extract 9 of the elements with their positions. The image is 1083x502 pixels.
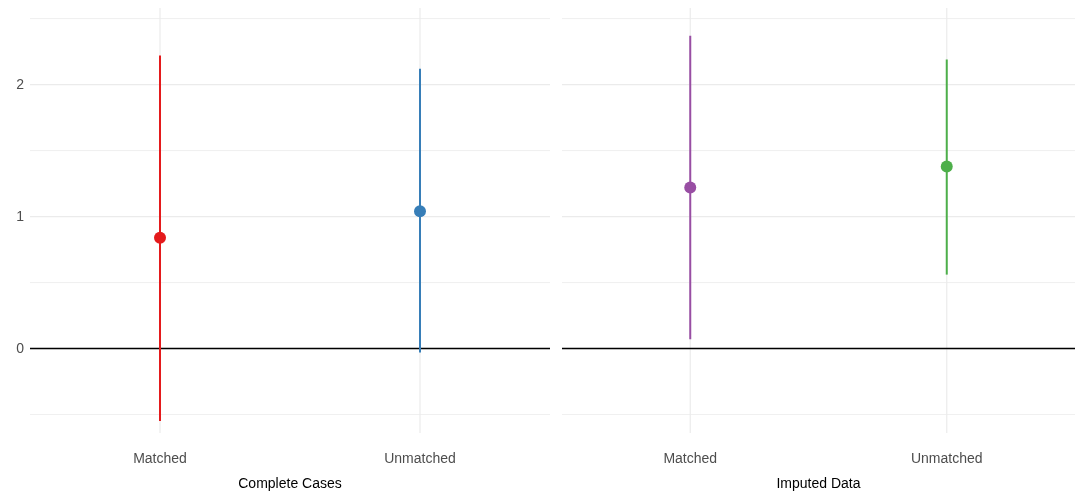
x-tick-label: Unmatched (910, 450, 983, 466)
x-tick-label: Unmatched (384, 450, 456, 466)
y-tick-label: 2 (16, 76, 25, 93)
y-tick-label: 0 (16, 340, 25, 357)
y-tick-label: 1 (16, 208, 25, 225)
x-tick-label: Matched (133, 450, 187, 466)
x-axis-title: Complete Cases (238, 475, 342, 491)
x-axis-title: Imputed Data (776, 475, 861, 491)
x-tick-label: Matched (663, 450, 718, 466)
